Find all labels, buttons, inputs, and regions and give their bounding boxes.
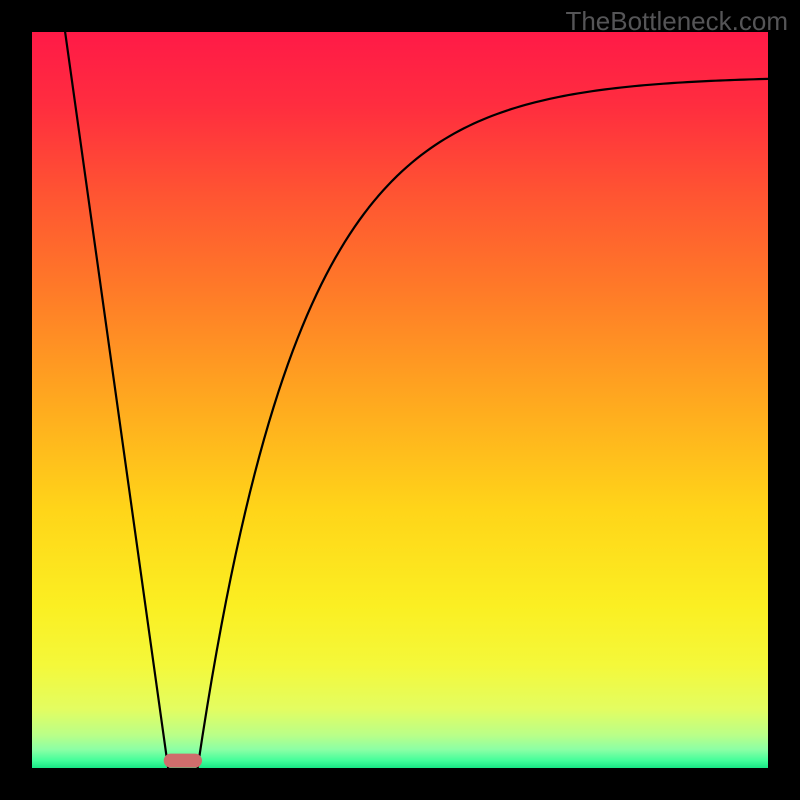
watermark-text: TheBottleneck.com: [565, 6, 788, 37]
optimum-marker: [164, 754, 202, 768]
chart-plot-area: [32, 32, 768, 768]
chart-svg: [0, 0, 800, 800]
bottleneck-chart: TheBottleneck.com: [0, 0, 800, 800]
